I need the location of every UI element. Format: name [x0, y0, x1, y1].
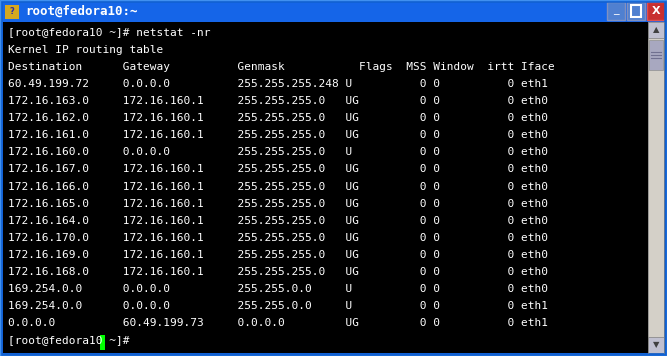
Bar	[648, 22, 664, 38]
Text: Kernel IP routing table: Kernel IP routing table	[8, 44, 163, 55]
Text: _: _	[613, 5, 619, 15]
Text: 172.16.163.0     172.16.160.1     255.255.255.0   UG         0 0          0 eth0: 172.16.163.0 172.16.160.1 255.255.255.0 …	[8, 96, 548, 106]
Text: root@fedora10:~: root@fedora10:~	[25, 5, 137, 17]
FancyBboxPatch shape	[647, 2, 665, 20]
Bar	[648, 337, 664, 353]
Text: 169.254.0.0      0.0.0.0          255.255.0.0     U          0 0          0 eth1: 169.254.0.0 0.0.0.0 255.255.0.0 U 0 0 0 …	[8, 301, 548, 311]
Bar	[631, 5, 641, 17]
Text: 172.16.165.0     172.16.160.1     255.255.255.0   UG         0 0          0 eth0: 172.16.165.0 172.16.160.1 255.255.255.0 …	[8, 199, 548, 209]
Text: 172.16.169.0     172.16.160.1     255.255.255.0   UG         0 0          0 eth0: 172.16.169.0 172.16.160.1 255.255.255.0 …	[8, 250, 548, 260]
Bar	[99, 335, 105, 350]
Text: 169.254.0.0      0.0.0.0          255.255.0.0     U          0 0          0 eth0: 169.254.0.0 0.0.0.0 255.255.0.0 U 0 0 0 …	[8, 284, 548, 294]
Text: 172.16.160.0     0.0.0.0          255.255.255.0   U          0 0          0 eth0: 172.16.160.0 0.0.0.0 255.255.255.0 U 0 0…	[8, 147, 548, 157]
FancyBboxPatch shape	[607, 2, 625, 20]
Text: ?: ?	[9, 7, 15, 16]
FancyBboxPatch shape	[627, 2, 645, 20]
Bar	[5, 5, 19, 19]
Text: [root@fedora10 ~]#: [root@fedora10 ~]#	[8, 335, 136, 345]
Text: 172.16.166.0     172.16.160.1     255.255.255.0   UG         0 0          0 eth0: 172.16.166.0 172.16.160.1 255.255.255.0 …	[8, 182, 548, 192]
Text: ▼: ▼	[653, 340, 659, 350]
Text: [root@fedora10 ~]# netstat -nr: [root@fedora10 ~]# netstat -nr	[8, 27, 211, 38]
Text: 172.16.167.0     172.16.160.1     255.255.255.0   UG         0 0          0 eth0: 172.16.167.0 172.16.160.1 255.255.255.0 …	[8, 164, 548, 174]
Text: X: X	[652, 6, 660, 16]
Bar	[0, 0, 667, 22]
Text: 172.16.170.0     172.16.160.1     255.255.255.0   UG         0 0          0 eth0: 172.16.170.0 172.16.160.1 255.255.255.0 …	[8, 233, 548, 243]
Text: 60.49.199.72     0.0.0.0          255.255.255.248 U          0 0          0 eth1: 60.49.199.72 0.0.0.0 255.255.255.248 U 0…	[8, 79, 548, 89]
Text: 172.16.162.0     172.16.160.1     255.255.255.0   UG         0 0          0 eth0: 172.16.162.0 172.16.160.1 255.255.255.0 …	[8, 113, 548, 123]
Text: 172.16.161.0     172.16.160.1     255.255.255.0   UG         0 0          0 eth0: 172.16.161.0 172.16.160.1 255.255.255.0 …	[8, 130, 548, 140]
Bar	[648, 22, 664, 353]
Text: ▲: ▲	[653, 26, 659, 35]
Text: 172.16.168.0     172.16.160.1     255.255.255.0   UG         0 0          0 eth0: 172.16.168.0 172.16.160.1 255.255.255.0 …	[8, 267, 548, 277]
Text: 172.16.164.0     172.16.160.1     255.255.255.0   UG         0 0          0 eth0: 172.16.164.0 172.16.160.1 255.255.255.0 …	[8, 216, 548, 226]
Text: Destination      Gateway          Genmask           Flags  MSS Window  irtt Ifac: Destination Gateway Genmask Flags MSS Wi…	[8, 62, 555, 72]
Text: 0.0.0.0          60.49.199.73     0.0.0.0         UG         0 0          0 eth1: 0.0.0.0 60.49.199.73 0.0.0.0 UG 0 0 0 et…	[8, 318, 548, 328]
Bar	[649, 40, 663, 70]
